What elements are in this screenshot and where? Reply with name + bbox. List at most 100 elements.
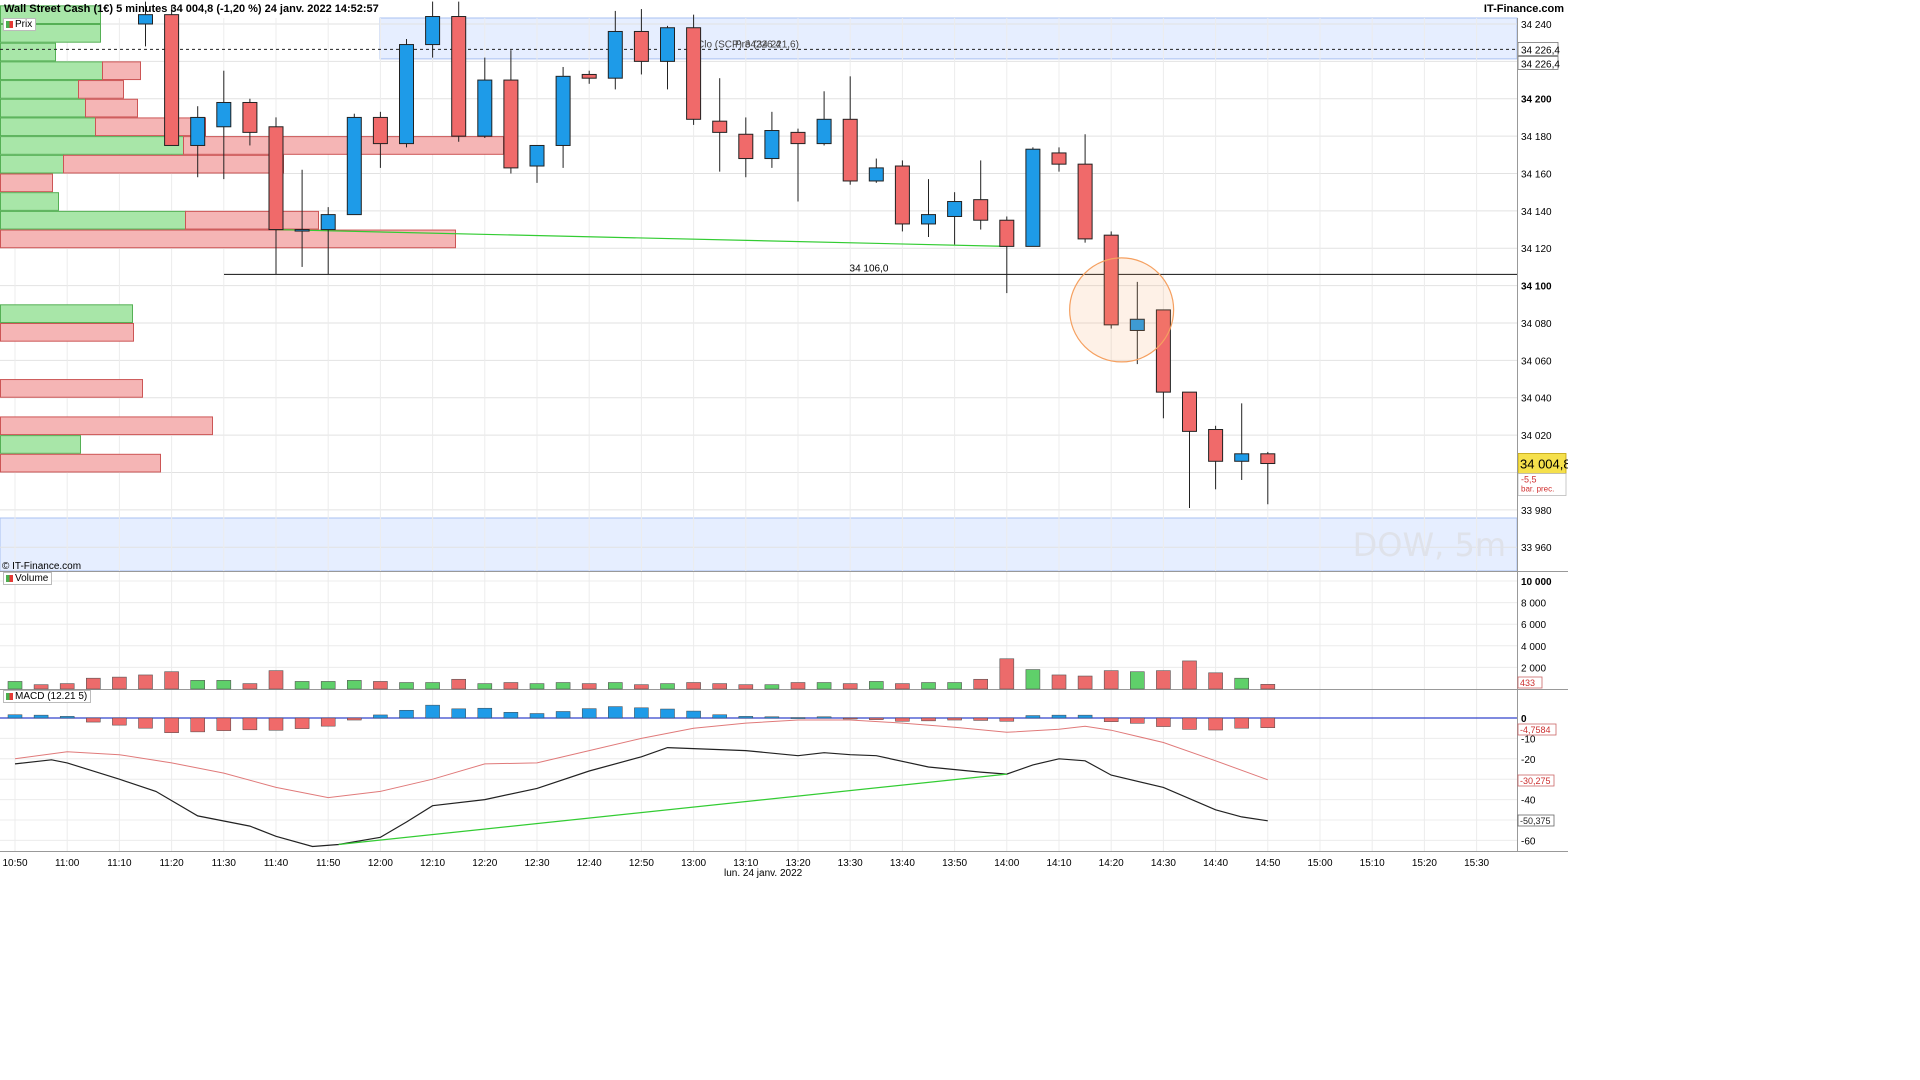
volume-panel-tag[interactable]: Volume [3, 572, 53, 585]
volume-tick-label: 10 000 [1521, 577, 1552, 588]
volume-last-tag [1517, 676, 1543, 689]
macd-histogram-bar [529, 713, 545, 719]
candle-body [190, 116, 206, 146]
profile-bar-red [85, 98, 138, 118]
macd-histogram-bar [477, 707, 493, 719]
volume-tick-label: 6 000 [1521, 620, 1546, 631]
candle-body [607, 30, 623, 79]
volume-bar [242, 683, 258, 690]
candle-body [712, 120, 728, 133]
candle-body [1025, 148, 1041, 247]
time-tick-label: 13:10 [733, 858, 758, 869]
macd-histogram-bar [59, 716, 75, 719]
candle-body [216, 101, 232, 128]
candle-body [164, 14, 180, 146]
time-tick-label: 15:00 [1307, 858, 1332, 869]
macd-histogram-bar [973, 717, 988, 721]
time-tick-label: 11:50 [316, 858, 341, 869]
candle-body [294, 229, 310, 232]
time-tick-label: 12:20 [472, 858, 497, 869]
volume-bar [895, 683, 910, 690]
profile-bar-red [0, 416, 213, 436]
profile-bar-green [0, 42, 56, 62]
macd-histogram-bar [1182, 717, 1197, 730]
macd-histogram-bar [947, 717, 962, 721]
profile-bar-red [78, 80, 124, 99]
candle-body [503, 79, 519, 169]
volume-bar [607, 682, 623, 690]
previous-close-label: Clo (SCP) 34226.4 [697, 39, 781, 50]
time-tick-label: 14:20 [1099, 858, 1124, 869]
macd-histogram-bar [764, 716, 780, 719]
candle-body [320, 214, 336, 231]
volume-bar [425, 682, 440, 690]
profile-bar-green [0, 210, 186, 230]
volume-bar [1130, 671, 1145, 690]
time-tick-label: 12:00 [368, 858, 393, 869]
candle-body [921, 214, 936, 225]
volume-bar [1260, 684, 1276, 690]
panel-color-icon [6, 693, 13, 700]
time-tick-label: 10:50 [2, 858, 27, 869]
macd-hist-label: -4,7584 [1520, 725, 1551, 735]
volume-bar [738, 684, 754, 690]
macd-tick-label: 0 [1521, 714, 1527, 725]
macd-histogram-bar [1077, 714, 1093, 719]
macd-histogram-bar [242, 717, 258, 731]
profile-bar-green [0, 117, 96, 137]
profile-bar-green [0, 80, 79, 99]
previous-close-value-label: 34 226,4 [1521, 45, 1560, 56]
price-tick-label: 34 120 [1521, 244, 1552, 255]
time-tick-label: 14:50 [1255, 858, 1280, 869]
volume-bar [842, 683, 858, 690]
time-tick-label: 12:30 [524, 858, 549, 869]
candle-body [399, 44, 414, 145]
volume-bar [138, 674, 153, 690]
candle-body [868, 167, 884, 182]
macd-histogram-bar [7, 714, 23, 719]
time-tick-label: 12:40 [577, 858, 602, 869]
macd-histogram-bar [138, 717, 153, 729]
macd-histogram-bar [790, 717, 806, 719]
volume-bar [712, 683, 728, 690]
volume-tick-label: 2 000 [1521, 663, 1546, 674]
macd-histogram-bar [268, 717, 284, 731]
macd-histogram-bar [608, 706, 623, 719]
panel-color-icon [6, 21, 13, 28]
macd-histogram-bar [1025, 715, 1041, 719]
volume-bar [1103, 670, 1119, 690]
panel-color-icon [6, 575, 13, 582]
time-tick-label: 15:10 [1360, 858, 1385, 869]
candle-body [242, 101, 258, 133]
price-tick-label: 34 080 [1521, 319, 1552, 330]
volume-bar [33, 684, 49, 690]
time-tick-label: 14:00 [994, 858, 1019, 869]
candle-body [999, 219, 1015, 247]
candle-body [451, 16, 467, 137]
macd-histogram-bar [869, 717, 884, 720]
macd-signal-label: -30,275 [1520, 776, 1551, 786]
candle-body [372, 116, 388, 145]
brand-label: IT-Finance.com [1483, 3, 1564, 15]
macd-histogram-bar [660, 708, 675, 719]
profile-bar-green [0, 192, 59, 211]
volume-bar [268, 670, 284, 690]
profile-bar-red [185, 210, 319, 230]
price-tick-label: 33 960 [1521, 543, 1552, 554]
volume-tick-label: 8 000 [1521, 599, 1546, 610]
price-tick-label: 34 180 [1521, 132, 1552, 143]
price-panel-tag[interactable]: Prix [3, 18, 37, 31]
macd-histogram-bar [1260, 717, 1276, 728]
last-price-label: 34 004,8 [1520, 457, 1568, 472]
macd-panel-tag[interactable]: MACD (12.21 5) [3, 690, 92, 703]
profile-bar-red [102, 61, 141, 81]
volume-bar [346, 680, 362, 690]
credit-label: © IT-Finance.com [2, 561, 82, 572]
time-tick-label: 13:50 [942, 858, 967, 869]
time-tick-label: 12:10 [420, 858, 445, 869]
profile-bar-green [0, 304, 133, 323]
macd-histogram-bar [1234, 717, 1249, 729]
volume-bar [1051, 674, 1067, 690]
candle-body [346, 116, 362, 216]
